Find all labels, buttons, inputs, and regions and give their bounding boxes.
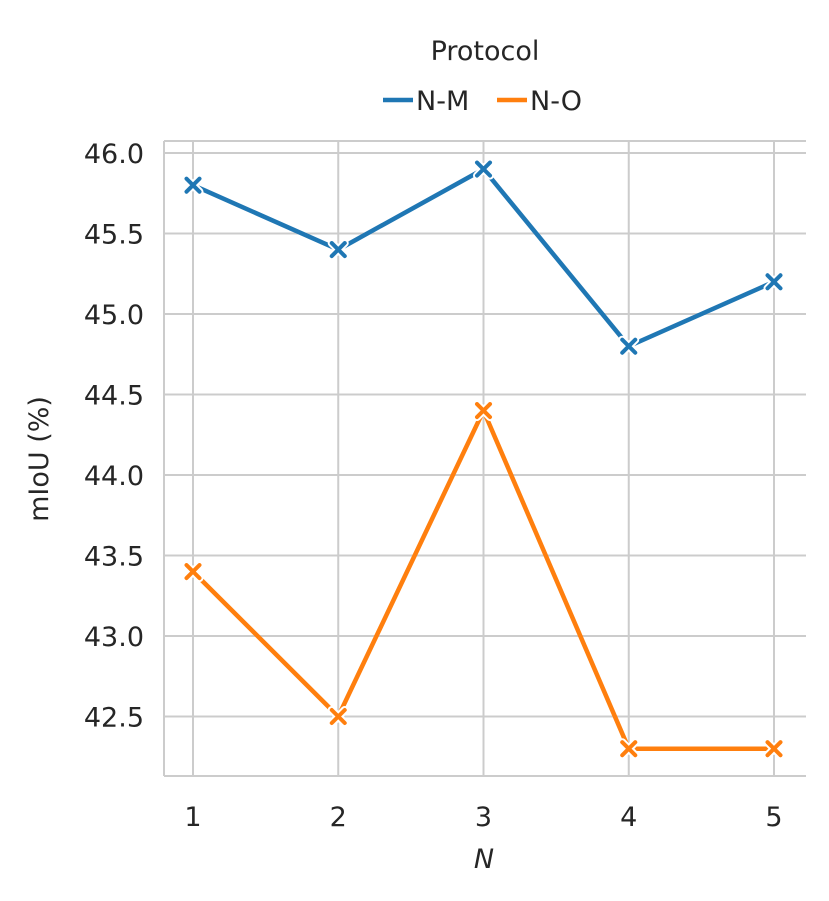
legend-item: N-M [383,86,469,117]
grid [163,140,806,777]
data-point-marker [473,400,494,422]
x-axis-title: N [474,844,494,875]
legend: N-M N-O [383,86,582,117]
y-axis-title: mIoU (%) [24,396,55,522]
data-point-marker [327,239,349,261]
data-point-marker [327,706,349,727]
x-tick-label: 2 [330,802,347,833]
y-tick-label: 43.5 [84,542,144,573]
legend-label: N-O [530,86,582,117]
x-tick-label: 1 [184,802,201,833]
y-tick-label: 45.5 [84,220,144,251]
data-point-marker [763,738,785,760]
legend-title: Protocol [431,36,540,67]
data-point-marker [473,158,494,180]
data-point-marker [182,174,204,196]
data-point-marker [182,561,204,583]
y-tick-label: 43.0 [84,622,144,653]
data-point-marker [618,335,640,357]
series-n-o [182,400,785,760]
data-point-marker [618,738,640,760]
y-tick-label: 44.0 [84,461,144,492]
y-tick-label: 45.0 [84,300,144,331]
x-tick-label: 4 [620,802,637,833]
series-n-m [182,158,785,357]
y-tick-label: 42.5 [84,703,144,734]
x-tick-label: 5 [765,802,782,833]
x-tick-label: 3 [475,802,492,833]
series-layer [182,158,785,760]
legend-label: N-M [416,86,469,117]
data-point-marker [763,271,785,293]
y-tick-label: 46.0 [84,139,144,170]
legend-item: N-O [497,86,582,117]
axes: 42.5 43.0 43.5 44.0 44.5 45.0 45.5 46.0 1 2 3 4 5 [84,139,783,833]
y-tick-label: 44.5 [84,381,144,412]
